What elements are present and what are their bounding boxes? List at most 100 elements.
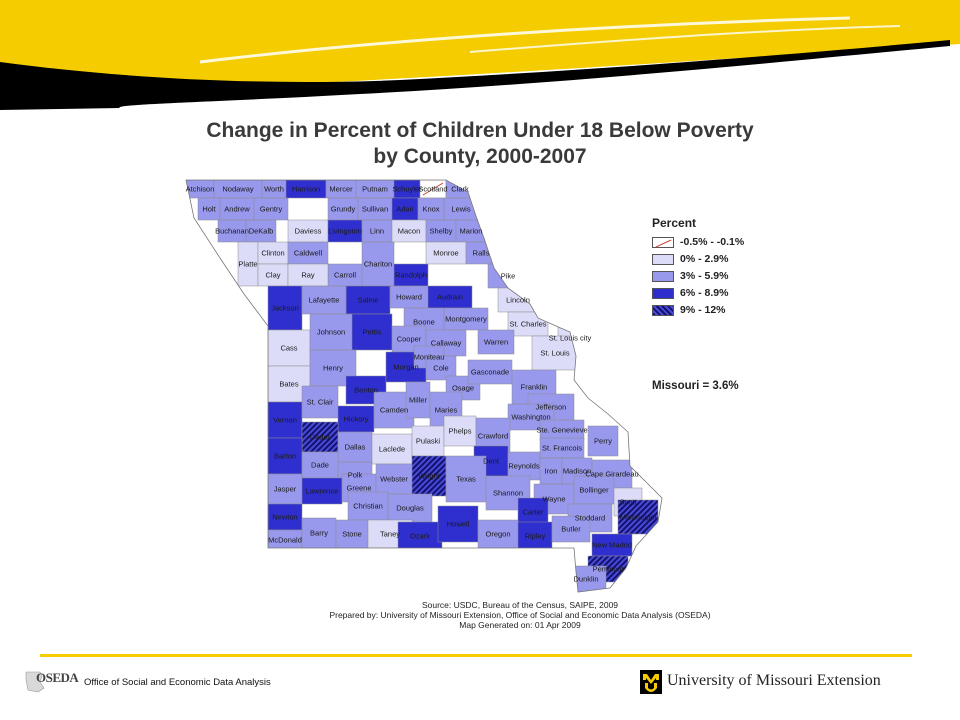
county-warren xyxy=(477,329,515,355)
county-ozark xyxy=(397,521,443,551)
county-label: Schuyler xyxy=(392,185,422,194)
county-label: Holt xyxy=(202,205,216,214)
county-label: Stoddard xyxy=(575,514,605,523)
county-jackson xyxy=(267,285,303,331)
prepared-by-line: Prepared by: University of Missouri Exte… xyxy=(329,610,711,620)
footer-divider xyxy=(40,654,912,657)
county-gasconade xyxy=(467,359,513,385)
map-title-line2: by County, 2000-2007 xyxy=(373,145,587,168)
county-dallas xyxy=(337,431,373,463)
county-wright xyxy=(411,455,447,497)
county-label: Shannon xyxy=(493,489,523,498)
county-label: Barry xyxy=(310,529,328,538)
county-label: Clinton xyxy=(261,249,284,258)
county-mississippi xyxy=(617,499,659,535)
county-label: Bollinger xyxy=(579,486,609,495)
county-douglas xyxy=(387,493,433,523)
county-label: Lincoln xyxy=(506,296,530,305)
county-label: Cole xyxy=(433,364,448,373)
legend-item-0-2.9: 0% - 2.9% xyxy=(652,251,792,267)
county-label: Bates xyxy=(279,380,298,389)
university-name: University of Missouri Extension xyxy=(667,672,881,689)
missouri-county-map: Atchison Nodaway Worth Harrison Mercer Putnam… xyxy=(185,179,663,593)
county-label: Douglas xyxy=(396,504,424,513)
county-miller xyxy=(405,381,431,419)
county-webster xyxy=(375,463,413,495)
county-texas xyxy=(445,455,487,503)
county-label: Johnson xyxy=(317,328,345,337)
county-label: Mercer xyxy=(329,185,353,194)
county-label: Cedar xyxy=(310,433,331,442)
county-label: DeKalb xyxy=(249,227,274,236)
county-label: Dent xyxy=(483,457,500,466)
county-st-clair xyxy=(301,385,339,419)
legend-swatch-6-8.9 xyxy=(652,287,674,299)
oseda-logo xyxy=(25,671,45,693)
county-label: Jefferson xyxy=(536,403,567,412)
county-label: Greene xyxy=(346,484,371,493)
county-vernon xyxy=(267,401,303,439)
header-swoosh-banner xyxy=(0,0,960,110)
county-label: Polk xyxy=(348,471,363,480)
county-label: Barton xyxy=(274,452,296,461)
county-label: Madison xyxy=(563,467,591,476)
county-label: McDonald xyxy=(268,536,302,545)
county-label: Carter xyxy=(523,508,544,517)
county-label: Benton xyxy=(354,386,378,395)
source-note: Source: USDC, Bureau of the Census, SAIP… xyxy=(300,600,740,630)
county-label: Adair xyxy=(396,205,414,214)
county-label: St. Francois xyxy=(542,444,582,453)
county-laclede xyxy=(371,433,413,465)
county-label: Texas xyxy=(456,475,476,484)
county-label: Boone xyxy=(413,318,435,327)
legend-title: Percent xyxy=(652,216,697,230)
county-label: Butler xyxy=(561,525,581,534)
county-label: Putnam xyxy=(362,185,388,194)
map-legend: Percent -0.5% - -0.1% 0% - 2.9% 3% - 5.9… xyxy=(652,216,792,319)
legend-item-9-12: 9% - 12% xyxy=(652,302,792,318)
county-label: Perry xyxy=(594,437,612,446)
county-label: Miller xyxy=(409,396,427,405)
legend-label: -0.5% - -0.1% xyxy=(680,236,745,248)
county-label: Phelps xyxy=(449,427,472,436)
county-label: Worth xyxy=(264,185,284,194)
county-label: Pulaski xyxy=(416,437,441,446)
county-label: Buchanan xyxy=(215,227,249,236)
county-pettis xyxy=(351,313,393,351)
legend-swatch-0-2.9 xyxy=(652,253,674,265)
county-negative-marker xyxy=(422,182,444,196)
county-label: Laclede xyxy=(379,445,405,454)
oseda-logo-text: OSEDA xyxy=(36,670,79,685)
county-label: St. Louis xyxy=(540,349,569,358)
county-label: St. Clair xyxy=(307,398,334,407)
map-title: Change in Percent of Children Under 18 B… xyxy=(140,118,820,170)
county-label: Franklin xyxy=(521,383,548,392)
county-label: Pettis xyxy=(363,328,382,337)
county-label: Warren xyxy=(484,338,508,347)
county-newton xyxy=(267,503,303,531)
county-label: Nodaway xyxy=(222,185,254,194)
oseda-org-name: Office of Social and Economic Data Analy… xyxy=(84,677,271,688)
county-label: Carroll xyxy=(334,271,356,280)
county-label: Montgomery xyxy=(445,315,487,324)
county-label: Clark xyxy=(451,185,469,194)
county-label: Audrain xyxy=(437,293,463,302)
county-label: Marion xyxy=(460,227,483,236)
county-label: Stone xyxy=(342,530,362,539)
county-label: Osage xyxy=(452,384,474,393)
county-cass xyxy=(267,329,311,367)
county-label: Lafayette xyxy=(309,296,340,305)
mizzou-logo-icon xyxy=(640,670,662,694)
county-howell xyxy=(437,505,479,543)
county-lawrence xyxy=(301,477,343,505)
county-label: Wayne xyxy=(542,495,565,504)
county-label: Moniteau xyxy=(414,353,445,362)
legend-label: 3% - 5.9% xyxy=(680,270,729,282)
state-average: Missouri = 3.6% xyxy=(652,380,739,392)
county-label: Ripley xyxy=(525,532,546,541)
county-label: Daviess xyxy=(295,227,322,236)
county-label: Hickory xyxy=(343,415,368,424)
county-label: Saline xyxy=(358,296,379,305)
county-label: Oregon xyxy=(485,530,510,539)
county-label: Ray xyxy=(301,271,315,280)
